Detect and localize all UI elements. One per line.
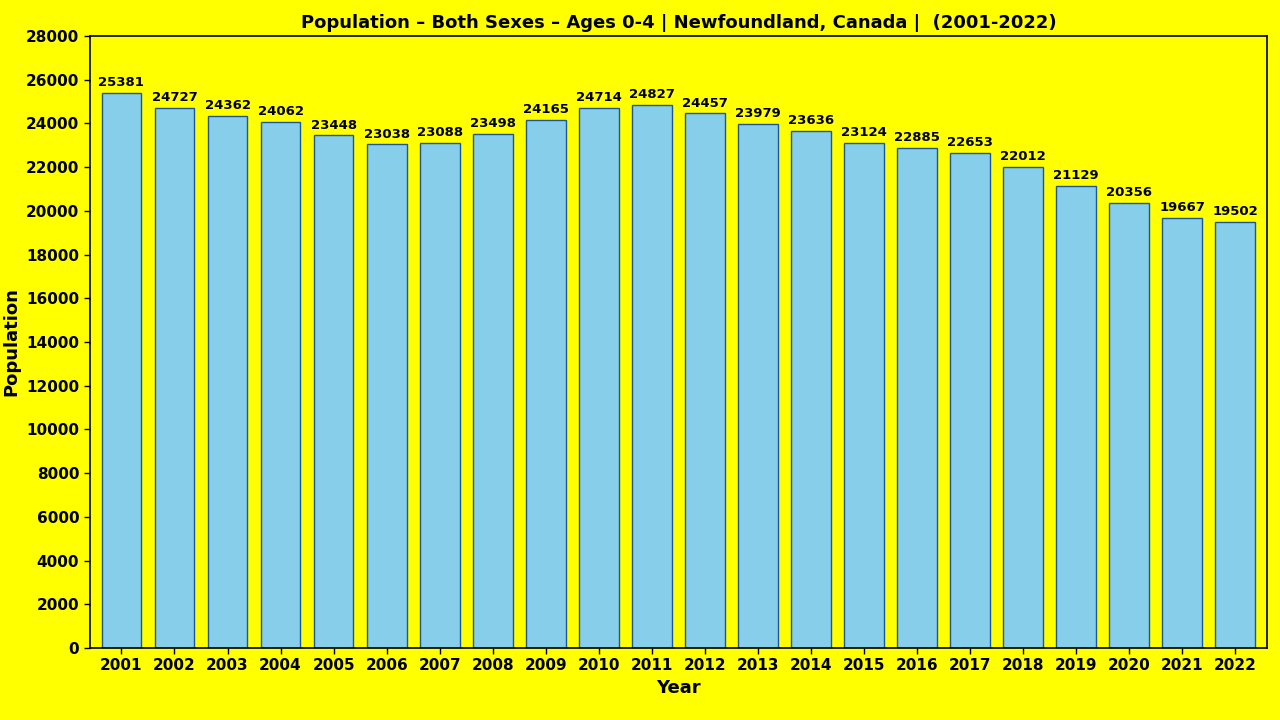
Text: 23979: 23979 — [735, 107, 781, 120]
Text: 24165: 24165 — [522, 103, 568, 116]
Bar — [1216, 222, 1256, 648]
Bar — [314, 135, 353, 648]
Bar — [472, 135, 512, 648]
Text: 22012: 22012 — [1000, 150, 1046, 163]
Text: 24062: 24062 — [257, 105, 303, 118]
Text: 24827: 24827 — [628, 89, 675, 102]
Text: 20356: 20356 — [1106, 186, 1152, 199]
Text: 24457: 24457 — [682, 96, 728, 109]
Bar — [791, 131, 831, 648]
Text: 19667: 19667 — [1160, 201, 1206, 215]
Bar — [155, 107, 195, 648]
Bar — [739, 124, 778, 648]
Text: 21129: 21129 — [1053, 169, 1100, 182]
Bar — [950, 153, 989, 648]
Text: 23038: 23038 — [364, 127, 410, 140]
Bar — [1056, 186, 1096, 648]
Bar — [1110, 203, 1149, 648]
Text: 23088: 23088 — [416, 127, 463, 140]
Text: 24362: 24362 — [205, 99, 251, 112]
Text: 23498: 23498 — [470, 117, 516, 130]
X-axis label: Year: Year — [657, 679, 700, 697]
Text: 25381: 25381 — [99, 76, 145, 89]
Text: 23448: 23448 — [311, 119, 357, 132]
Bar — [526, 120, 566, 648]
Bar — [845, 143, 884, 648]
Bar — [261, 122, 301, 648]
Bar — [632, 105, 672, 648]
Bar — [101, 94, 141, 648]
Title: Population – Both Sexes – Ages 0-4 | Newfoundland, Canada |  (2001-2022): Population – Both Sexes – Ages 0-4 | New… — [301, 14, 1056, 32]
Bar — [685, 114, 724, 648]
Bar — [207, 115, 247, 648]
Bar — [1004, 167, 1043, 648]
Bar — [897, 148, 937, 648]
Y-axis label: Population: Population — [3, 287, 20, 397]
Text: 24727: 24727 — [151, 91, 197, 104]
Text: 22653: 22653 — [947, 136, 993, 149]
Bar — [420, 143, 460, 648]
Bar — [579, 108, 618, 648]
Text: 22885: 22885 — [895, 131, 940, 144]
Text: 19502: 19502 — [1212, 204, 1258, 218]
Text: 23636: 23636 — [788, 114, 835, 127]
Bar — [1162, 218, 1202, 648]
Text: 24714: 24714 — [576, 91, 622, 104]
Text: 23124: 23124 — [841, 126, 887, 139]
Bar — [367, 145, 407, 648]
